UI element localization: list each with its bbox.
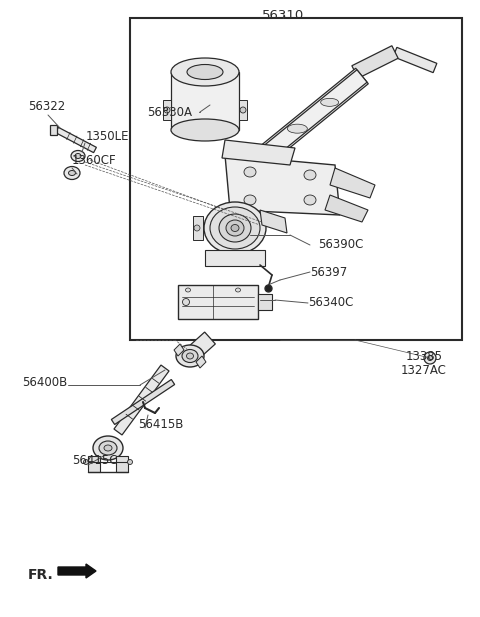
Ellipse shape bbox=[176, 345, 204, 367]
Ellipse shape bbox=[231, 225, 239, 231]
Ellipse shape bbox=[321, 98, 339, 106]
Polygon shape bbox=[239, 100, 247, 120]
Ellipse shape bbox=[226, 220, 244, 236]
Text: 1350LE: 1350LE bbox=[86, 131, 130, 144]
Polygon shape bbox=[325, 195, 368, 222]
Ellipse shape bbox=[244, 167, 256, 177]
Text: 56322: 56322 bbox=[28, 101, 65, 114]
Polygon shape bbox=[163, 100, 171, 120]
Text: 13385: 13385 bbox=[406, 349, 443, 363]
Bar bbox=[130, 18, 462, 340]
Ellipse shape bbox=[71, 151, 85, 162]
Polygon shape bbox=[88, 456, 100, 472]
Ellipse shape bbox=[254, 150, 276, 160]
Text: 56415C: 56415C bbox=[72, 455, 118, 468]
Ellipse shape bbox=[171, 58, 239, 86]
Polygon shape bbox=[260, 70, 367, 161]
Text: FR.: FR. bbox=[28, 568, 54, 582]
Polygon shape bbox=[185, 332, 216, 362]
Text: 56400B: 56400B bbox=[22, 376, 67, 389]
Ellipse shape bbox=[128, 460, 132, 465]
Ellipse shape bbox=[164, 107, 170, 113]
Text: 1327AC: 1327AC bbox=[401, 363, 447, 376]
Text: 56310: 56310 bbox=[262, 9, 304, 22]
Ellipse shape bbox=[104, 445, 112, 451]
Polygon shape bbox=[171, 72, 239, 130]
Ellipse shape bbox=[304, 195, 316, 205]
Text: 56390C: 56390C bbox=[318, 239, 363, 252]
Ellipse shape bbox=[84, 460, 88, 465]
Polygon shape bbox=[225, 155, 340, 215]
Ellipse shape bbox=[187, 65, 223, 80]
Polygon shape bbox=[56, 127, 96, 152]
Polygon shape bbox=[116, 456, 128, 472]
Ellipse shape bbox=[75, 154, 81, 159]
Ellipse shape bbox=[219, 214, 251, 242]
Ellipse shape bbox=[171, 119, 239, 141]
Bar bbox=[258, 294, 272, 310]
Ellipse shape bbox=[240, 107, 246, 113]
Ellipse shape bbox=[99, 441, 117, 455]
Polygon shape bbox=[393, 48, 437, 73]
Text: 56397: 56397 bbox=[310, 265, 347, 278]
Polygon shape bbox=[193, 216, 203, 240]
Text: 1360CF: 1360CF bbox=[72, 154, 117, 167]
Ellipse shape bbox=[210, 207, 260, 249]
Ellipse shape bbox=[424, 352, 436, 364]
Ellipse shape bbox=[69, 170, 75, 175]
Ellipse shape bbox=[244, 195, 256, 205]
FancyArrow shape bbox=[58, 564, 96, 578]
Text: 56415B: 56415B bbox=[138, 418, 183, 431]
Polygon shape bbox=[205, 250, 265, 266]
Ellipse shape bbox=[288, 124, 307, 133]
Ellipse shape bbox=[194, 225, 200, 231]
Polygon shape bbox=[114, 365, 169, 435]
Polygon shape bbox=[352, 46, 398, 78]
Polygon shape bbox=[259, 68, 368, 163]
Ellipse shape bbox=[204, 202, 266, 254]
Ellipse shape bbox=[185, 288, 191, 292]
Bar bbox=[178, 285, 258, 319]
Ellipse shape bbox=[182, 349, 198, 363]
Ellipse shape bbox=[304, 170, 316, 180]
Ellipse shape bbox=[182, 299, 190, 305]
Text: 56330A: 56330A bbox=[147, 106, 192, 118]
Ellipse shape bbox=[187, 353, 193, 359]
Polygon shape bbox=[260, 210, 287, 233]
Polygon shape bbox=[111, 379, 175, 424]
Polygon shape bbox=[50, 125, 57, 135]
Ellipse shape bbox=[236, 288, 240, 292]
Ellipse shape bbox=[93, 436, 123, 460]
Polygon shape bbox=[196, 356, 206, 368]
Ellipse shape bbox=[428, 355, 432, 360]
Polygon shape bbox=[330, 168, 375, 198]
Text: 56340C: 56340C bbox=[308, 297, 353, 310]
Polygon shape bbox=[222, 140, 295, 165]
Ellipse shape bbox=[64, 167, 80, 180]
Polygon shape bbox=[174, 344, 184, 356]
